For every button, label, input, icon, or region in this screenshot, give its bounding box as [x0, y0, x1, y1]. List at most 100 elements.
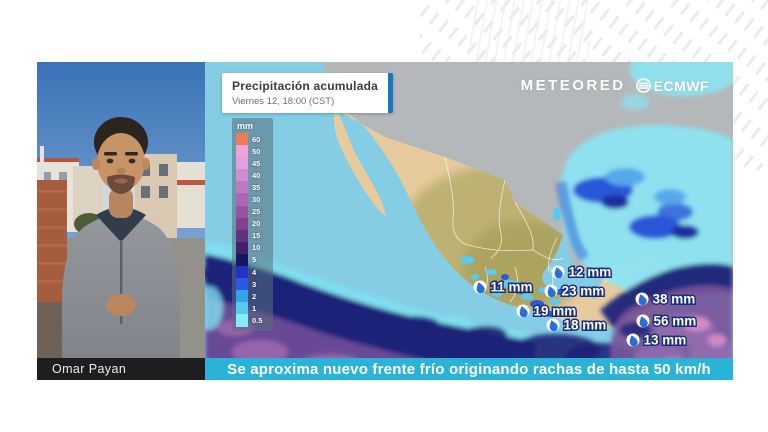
- legend-entry: 50: [236, 145, 269, 158]
- brick-texture: [37, 190, 67, 283]
- presenter-illustration: [37, 62, 205, 380]
- legend-value: 5: [252, 255, 257, 265]
- legend-entry: 25: [236, 205, 269, 218]
- legend-swatch: [236, 181, 248, 194]
- legend-swatch: [236, 193, 248, 206]
- map-title: Precipitación acumulada: [232, 79, 378, 93]
- precipitation-legend: mm 60 50 45 40 35 30 25 20 15 10 5 4 3 2 1 0.5: [232, 118, 273, 331]
- goatee: [107, 174, 135, 194]
- mouth: [114, 178, 128, 184]
- legend-entry: 4: [236, 266, 269, 279]
- legend-entry: 5: [236, 253, 269, 267]
- legend-value: 3: [252, 279, 257, 289]
- marker-label: 38 mm: [653, 292, 696, 307]
- legend-entry: 40: [236, 169, 269, 182]
- collar: [96, 207, 146, 242]
- eye-left: [106, 158, 114, 164]
- legend-value: 45: [252, 158, 261, 168]
- legend-entry: 0.5: [236, 314, 269, 327]
- legend-entry: 60: [236, 133, 269, 146]
- legend-swatch: [236, 314, 248, 327]
- raindrop-icon: [629, 335, 638, 347]
- rain-marker: 23 mm: [544, 282, 606, 300]
- legend-swatch: [236, 241, 248, 254]
- eyebrow-right: [125, 152, 138, 156]
- legend-entry: 45: [236, 157, 269, 170]
- meteored-logo: METEORED: [520, 77, 626, 94]
- legend-swatch: [236, 302, 248, 315]
- raindrop-icon: [549, 320, 558, 332]
- news-banner-text: Se aproxima nuevo frente frío originando…: [227, 360, 711, 378]
- raindrop-icon: [639, 316, 648, 328]
- presenter-video: Omar Payan: [37, 62, 205, 380]
- nose: [116, 168, 126, 174]
- legend-unit: mm: [237, 121, 254, 131]
- legend-swatch: [236, 205, 248, 218]
- baja-peninsula: [333, 114, 386, 216]
- legend-swatch: [236, 229, 248, 242]
- ecmwf-logo: ECMWF: [653, 77, 709, 94]
- legend-value: 4: [252, 267, 257, 277]
- rain-marker: 56 mm: [636, 312, 698, 330]
- marker-label: 11 mm: [491, 280, 533, 295]
- legend-value: 10: [252, 243, 261, 253]
- marker-label: 23 mm: [562, 284, 605, 299]
- legend-value: 1: [252, 303, 257, 313]
- legend-swatch: [236, 253, 248, 267]
- ecmwf-icon: [635, 78, 651, 93]
- eye-right: [128, 158, 136, 164]
- marker-label: 13 mm: [644, 333, 687, 348]
- legend-entry: 20: [236, 217, 269, 230]
- legend-value: 25: [252, 207, 261, 217]
- raindrop-icon: [554, 267, 563, 279]
- rain-marker: 13 mm: [626, 331, 688, 349]
- legend-value: 15: [252, 231, 261, 241]
- legend-entry: 10: [236, 241, 269, 254]
- legend-entry: 2: [236, 290, 269, 303]
- news-banner: Se aproxima nuevo frente frío originando…: [205, 358, 733, 380]
- eyebrow-left: [104, 152, 117, 156]
- rain-marker: 18 mm: [546, 316, 608, 334]
- legend-entry: 30: [236, 193, 269, 206]
- weather-map[interactable]: 12 mm 23 mm 11 mm 19 mm 18 mm 38 mm 56 mm 13 mm…: [205, 62, 733, 380]
- legend-entry: 15: [236, 229, 269, 242]
- legend-entry: 35: [236, 181, 269, 194]
- rain-marker: 19 mm: [516, 302, 578, 320]
- legend-swatch: [236, 278, 248, 291]
- rain-marker: 12 mm: [551, 263, 613, 281]
- raindrop-icon: [476, 282, 485, 294]
- legend-swatch: [236, 217, 248, 230]
- ear-right: [142, 158, 150, 170]
- map-timestamp: Viernes 12, 18:00 (CST): [232, 96, 335, 107]
- raindrop-icon: [638, 294, 647, 306]
- legend-swatch: [236, 169, 248, 182]
- presenter-person: [62, 117, 180, 380]
- marker-label: 56 mm: [654, 314, 697, 329]
- raindrop-icon: [519, 306, 528, 318]
- legend-entry: 3: [236, 278, 269, 291]
- hands: [106, 294, 136, 316]
- legend-swatch: [236, 266, 248, 279]
- rain-marker: 11 mm: [473, 278, 534, 296]
- legend-value: 50: [252, 146, 261, 156]
- legend-entry: 1: [236, 302, 269, 315]
- legend-scale: 60 50 45 40 35 30 25 20 15 10 5 4 3 2 1 0.5: [236, 133, 269, 327]
- precip-central-speckles: [460, 207, 564, 317]
- presenter-name: Omar Payan: [52, 362, 127, 376]
- zipper: [120, 240, 123, 324]
- legend-value: 0.5: [252, 315, 263, 325]
- legend-swatch: [236, 133, 248, 146]
- legend-value: 60: [252, 134, 261, 144]
- marker-label: 19 mm: [534, 304, 577, 319]
- legend-swatch: [236, 290, 248, 303]
- rain-marker: 38 mm: [635, 290, 697, 308]
- map-title-box: Precipitación acumulada Viernes 12, 18:0…: [222, 73, 393, 113]
- neck: [109, 188, 133, 218]
- raindrop-icon: [547, 286, 556, 298]
- ear-left: [92, 158, 100, 170]
- legend-value: 35: [252, 182, 261, 192]
- legend-value: 20: [252, 219, 261, 229]
- branding: METEORED ECMWF: [521, 77, 709, 94]
- marker-label: 18 mm: [564, 318, 607, 333]
